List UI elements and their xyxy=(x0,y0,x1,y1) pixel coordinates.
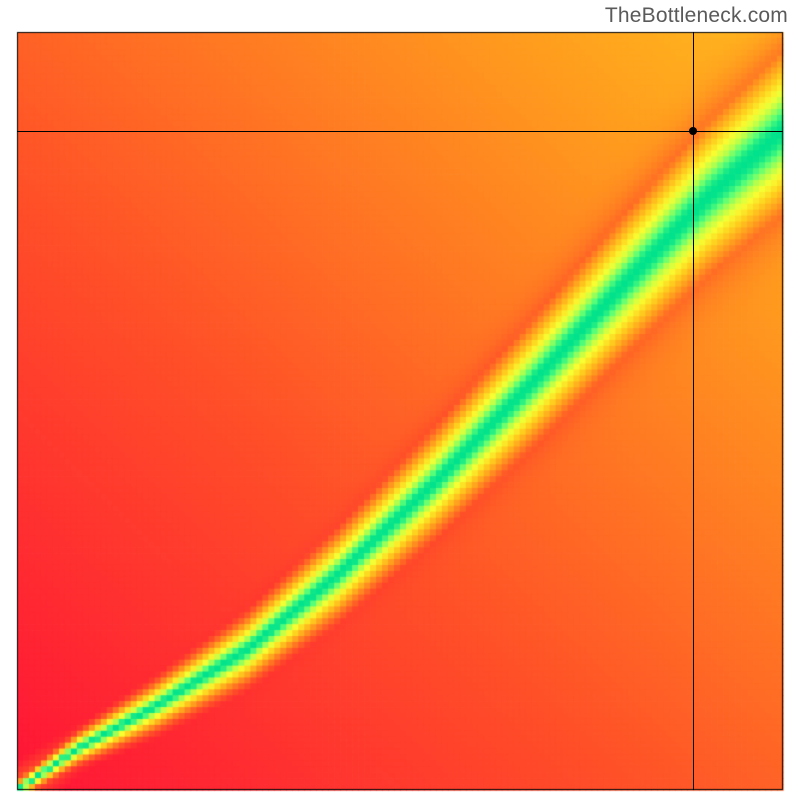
chart-container: TheBottleneck.com xyxy=(0,0,800,800)
attribution-text: TheBottleneck.com xyxy=(605,4,788,28)
crosshair-marker xyxy=(689,127,697,135)
heatmap-canvas xyxy=(0,0,800,800)
crosshair-horizontal xyxy=(17,131,783,132)
crosshair-vertical xyxy=(693,32,694,790)
